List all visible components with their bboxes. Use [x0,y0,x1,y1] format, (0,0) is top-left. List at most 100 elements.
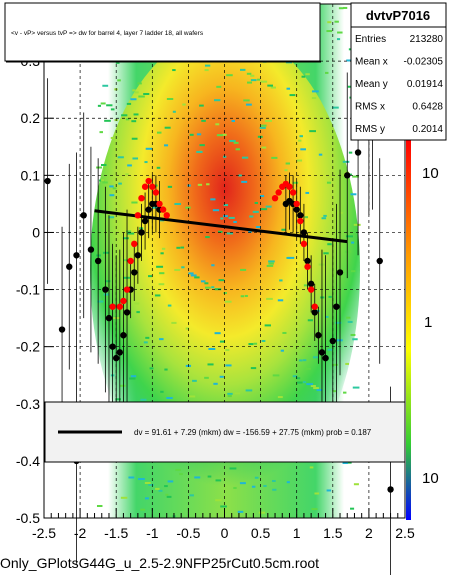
profile-point-black [322,354,329,362]
density-speckle [117,156,124,159]
density-speckle [223,204,229,207]
z-tick-label: 1 [424,314,432,331]
density-speckle [131,201,138,204]
profile-point-red [145,177,152,185]
density-speckle [137,82,142,85]
y-tick-label: -0.5 [16,510,40,526]
density-speckle [155,487,160,490]
density-speckle [117,79,121,82]
profile-point-black [307,280,315,288]
fit-legend-text: dv = 91.61 + 7.29 (mkm) dw = -156.59 + 2… [134,428,372,437]
density-speckle [214,99,221,102]
density-speckle [219,375,224,378]
density-speckle [337,31,343,34]
profile-point-black [120,332,127,339]
profile-point-black [387,486,394,493]
density-speckle [332,106,339,109]
density-speckle [326,181,331,184]
density-speckle [104,280,111,283]
profile-point-black [344,172,351,179]
density-speckle [199,144,205,147]
profile-point-black [336,269,344,276]
density-speckle [309,466,314,469]
density-speckle [106,104,113,107]
density-speckle [287,256,295,259]
stats-label: RMS y [355,124,385,135]
density-speckle [97,104,102,107]
profile-point-red [163,212,170,219]
density-speckle [235,148,240,151]
profile-point-red [286,183,293,190]
profile-point-red [152,189,160,196]
fit-legend: dv = 91.61 + 7.29 (mkm) dw = -156.59 + 2… [44,401,406,463]
density-speckle [126,230,132,233]
y-tick-label: 0.1 [21,167,41,183]
density-speckle [185,327,190,330]
density-speckle [264,324,271,327]
x-axis: -2.5 -2 -1.5 -1 -0.5 0 0.5 1 1.5 2 2.5 [32,508,415,541]
footer-filename: Only_GPlotsG44G_u_2.5-2.9NFP25rCut0.5cm.… [0,555,319,571]
y-tick-label: -0.3 [16,396,40,412]
density-speckle [167,304,172,307]
density-speckle [109,194,115,197]
density-speckle [205,286,211,289]
density-speckle [125,173,129,176]
profile-point-red [293,200,300,208]
density-speckle [272,374,280,377]
density-speckle [241,180,248,183]
density-speckle [301,75,306,78]
density-speckle [132,89,136,92]
density-speckle [253,342,258,345]
density-speckle [204,376,209,379]
density-speckle [223,292,227,295]
density-speckle [335,321,342,324]
density-speckle [321,217,327,220]
profile-point-red [127,257,134,265]
density-speckle [244,294,248,297]
density-speckle [257,135,263,138]
density-speckle [265,205,272,208]
density-speckle [252,210,259,213]
density-speckle [312,356,319,359]
density-speckle [148,483,154,486]
density-speckle [227,392,233,395]
profile-point-black [315,332,322,339]
density-speckle [199,104,204,107]
density-speckle [226,74,233,77]
density-speckle [212,209,220,212]
density-speckle [158,283,165,286]
density-speckle [159,338,164,341]
density-speckle [298,139,302,142]
y-tick-label: -0.4 [16,453,40,469]
density-speckle [325,315,329,318]
density-speckle [323,252,329,255]
density-speckle [144,481,151,484]
density-speckle [326,30,333,33]
density-speckle [156,131,162,134]
density-speckle [130,98,137,101]
density-speckle [218,279,225,282]
density-speckle [307,319,313,322]
density-speckle [327,348,333,351]
density-speckle [346,316,351,319]
density-speckle [250,367,257,370]
density-speckle [246,72,252,75]
density-speckle [211,286,215,289]
density-speckle [215,499,222,502]
density-speckle [166,396,173,399]
density-speckle [243,99,250,102]
profile-point-red [149,183,156,190]
density-speckle [289,94,296,97]
density-speckle [237,510,244,513]
profile-point-black [109,343,116,350]
density-speckle [261,146,267,149]
x-tick-label: -1 [146,525,159,541]
density-speckle [154,294,161,297]
density-speckle [206,183,210,186]
density-speckle [97,300,104,303]
profile-point-red [271,194,279,202]
density-speckle [338,7,344,10]
density-speckle [271,156,278,159]
density-speckle [160,252,164,255]
